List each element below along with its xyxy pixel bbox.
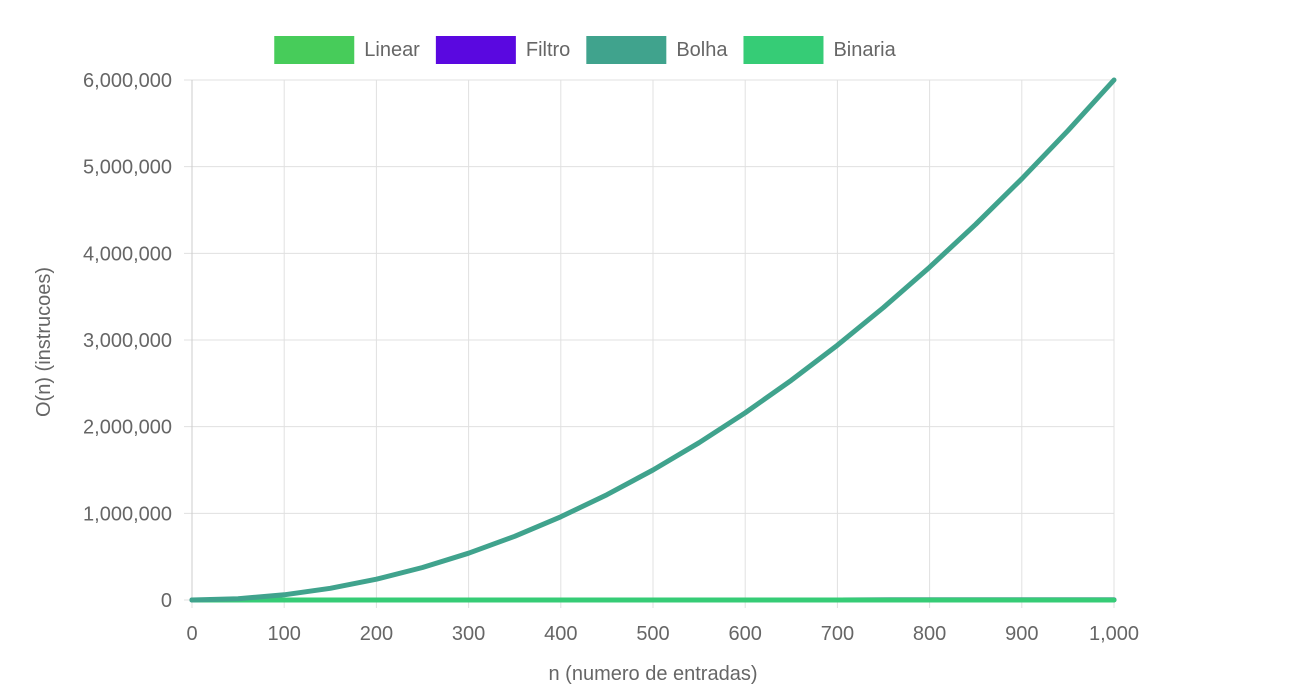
y-tick-label: 5,000,000 <box>83 157 172 179</box>
legend-swatch <box>743 36 824 64</box>
legend-item-binaria[interactable]: Binaria <box>743 36 897 64</box>
legend-label: Binaria <box>833 39 896 61</box>
y-tick-label: 4,000,000 <box>83 243 172 265</box>
y-tick-label: 6,000,000 <box>83 70 172 92</box>
legend[interactable]: Linear Filtro Bolha Binaria <box>274 36 897 64</box>
legend-item-filtro[interactable]: Filtro <box>435 36 570 64</box>
legend-label: Linear <box>364 39 420 61</box>
x-tick-label: 800 <box>913 623 946 645</box>
y-axis-title: O(n) (instrucoes) <box>33 267 55 417</box>
series-layer <box>189 77 1117 603</box>
x-tick-label: 500 <box>636 623 669 645</box>
legend-label: Bolha <box>676 39 728 61</box>
x-tick-label: 900 <box>1005 623 1038 645</box>
y-tick-label: 2,000,000 <box>83 417 172 439</box>
x-tick-label: 700 <box>821 623 854 645</box>
legend-swatch <box>435 36 516 64</box>
legend-swatch <box>274 36 355 64</box>
x-tick-label: 1,000 <box>1089 623 1139 645</box>
legend-item-linear[interactable]: Linear <box>274 36 420 64</box>
x-tick-label: 100 <box>268 623 301 645</box>
y-tick-label: 0 <box>161 590 172 612</box>
x-tick-label: 400 <box>544 623 577 645</box>
x-tick-label: 200 <box>360 623 393 645</box>
x-tick-label: 0 <box>186 623 197 645</box>
legend-label: Filtro <box>526 39 570 61</box>
legend-item-bolha[interactable]: Bolha <box>586 36 728 64</box>
y-tick-label: 3,000,000 <box>83 330 172 352</box>
axis-labels-layer: 0 100 200 300 400 500 600 700 800 900 1,000 0 1,000,… <box>83 70 1139 645</box>
x-tick-label: 300 <box>452 623 485 645</box>
legend-swatch <box>586 36 667 64</box>
y-tick-label: 1,000,000 <box>83 503 172 525</box>
grid-layer <box>184 79 1115 608</box>
series-line-bolha <box>189 77 1117 603</box>
x-axis-title: n (numero de entradas) <box>548 663 757 685</box>
x-tick-label: 600 <box>729 623 762 645</box>
